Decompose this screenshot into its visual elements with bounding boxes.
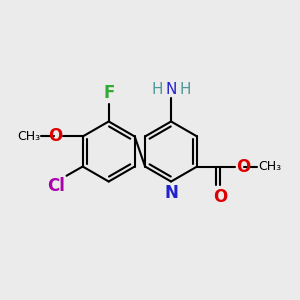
Text: Cl: Cl [47, 177, 65, 195]
Text: O: O [48, 128, 62, 146]
Text: O: O [236, 158, 250, 175]
Text: N: N [165, 82, 177, 97]
Text: N: N [164, 184, 178, 202]
Text: CH₃: CH₃ [258, 160, 281, 173]
Text: O: O [213, 188, 227, 206]
Text: F: F [103, 84, 114, 102]
Text: H: H [179, 82, 191, 97]
Text: CH₃: CH₃ [17, 130, 41, 143]
Text: H: H [152, 82, 163, 97]
